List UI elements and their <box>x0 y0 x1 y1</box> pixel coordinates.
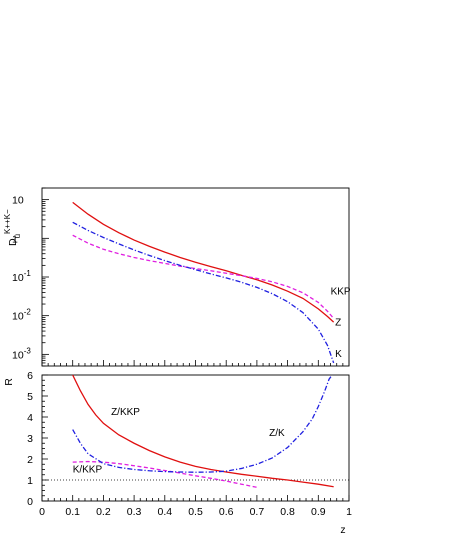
top-y-tick-label-exp: -1 <box>24 269 32 278</box>
bottom-x-tick-label: 1 <box>346 506 352 518</box>
bottom-x-tick-label: 0.7 <box>250 506 265 518</box>
bottom-y-tick-labels: 0 1 2 3 4 5 6 <box>27 370 33 508</box>
bottom-y-tick-label: 3 <box>27 433 33 445</box>
top-y-tick-label: 10 <box>12 195 24 207</box>
x-axis-label: z <box>340 524 345 536</box>
top-y-tick-label-exp: -3 <box>24 346 32 355</box>
top-y-tick-label: 10-1 <box>12 269 31 284</box>
top-y-tick-label-exp: -2 <box>24 308 32 317</box>
top-series-k <box>72 221 335 364</box>
top-annotations: KKP Z K <box>331 287 351 360</box>
bottom-x-tick-label: 0.2 <box>96 506 111 518</box>
top-series-z <box>72 201 335 323</box>
bottom-x-tick-label: 0 <box>39 506 45 518</box>
bottom-y-tick-label: 2 <box>27 454 33 466</box>
top-y-tick-label: 10-3 <box>12 346 31 361</box>
bottom-y-tick-label: 0 <box>27 496 33 508</box>
bottom-annotations: Z/KKP Z/K K/KKP <box>73 407 285 476</box>
bottom-y-tick-label: 5 <box>27 391 33 403</box>
top-annotation-kkp: KKP <box>331 287 351 298</box>
bottom-x-tick-labels: 0 0.1 0.2 0.3 0.4 0.5 0.6 0.7 0.8 0.9 1 <box>39 506 352 518</box>
top-series <box>72 201 335 364</box>
top-y-axis-label: DuK++K− <box>3 209 22 246</box>
bottom-x-tick-label: 0.1 <box>65 506 80 518</box>
bottom-ticks <box>41 374 350 502</box>
top-annotation-k: K <box>335 349 342 360</box>
bottom-y-tick-label: 6 <box>27 370 33 382</box>
bottom-x-tick-label: 0.5 <box>188 506 203 518</box>
top-y-tick-label-base: 10 <box>12 311 24 323</box>
top-y-axis-label-main: D <box>7 238 19 246</box>
top-y-tick-label-base: 10 <box>12 272 24 284</box>
bottom-series-z-over-kkp <box>72 374 334 488</box>
top-ticks <box>41 187 350 367</box>
top-series-kkp <box>72 234 335 319</box>
bottom-series-z-over-k <box>72 374 333 473</box>
bottom-series-k-over-kkp <box>72 460 258 488</box>
top-y-tick-label-base: 10 <box>12 195 24 207</box>
bottom-y-axis-label: R <box>3 378 15 386</box>
top-annotation-z: Z <box>335 318 341 329</box>
top-y-axis-label-sub: u <box>13 234 22 238</box>
bottom-x-tick-label: 0.4 <box>157 506 172 518</box>
bottom-y-tick-label: 1 <box>27 475 33 487</box>
bottom-annotation-z-over-k: Z/K <box>269 428 285 439</box>
top-y-tick-label: 10-2 <box>12 308 31 323</box>
bottom-x-tick-label: 0.3 <box>127 506 142 518</box>
bottom-series <box>72 374 334 488</box>
top-y-tick-label-base: 10 <box>12 349 24 361</box>
top-y-tick-label-base: 1 <box>12 233 18 245</box>
bottom-annotation-z-over-kkp: Z/KKP <box>111 407 140 418</box>
bottom-y-tick-label: 4 <box>27 412 33 424</box>
top-y-axis-label-sup: K++K− <box>3 209 12 234</box>
bottom-panel: 0 1 2 3 4 5 6 0 0.1 0.2 0.3 0.4 0.5 0.6 0.7 0.8 0.9 1 Z/… <box>3 370 352 536</box>
bottom-x-tick-label: 0.8 <box>280 506 295 518</box>
bottom-x-tick-label: 0.9 <box>311 506 326 518</box>
top-y-tick-label: 1 <box>12 233 18 245</box>
bottom-annotation-k-over-kkp: K/KKP <box>73 465 103 476</box>
bottom-x-tick-label: 0.6 <box>219 506 234 518</box>
